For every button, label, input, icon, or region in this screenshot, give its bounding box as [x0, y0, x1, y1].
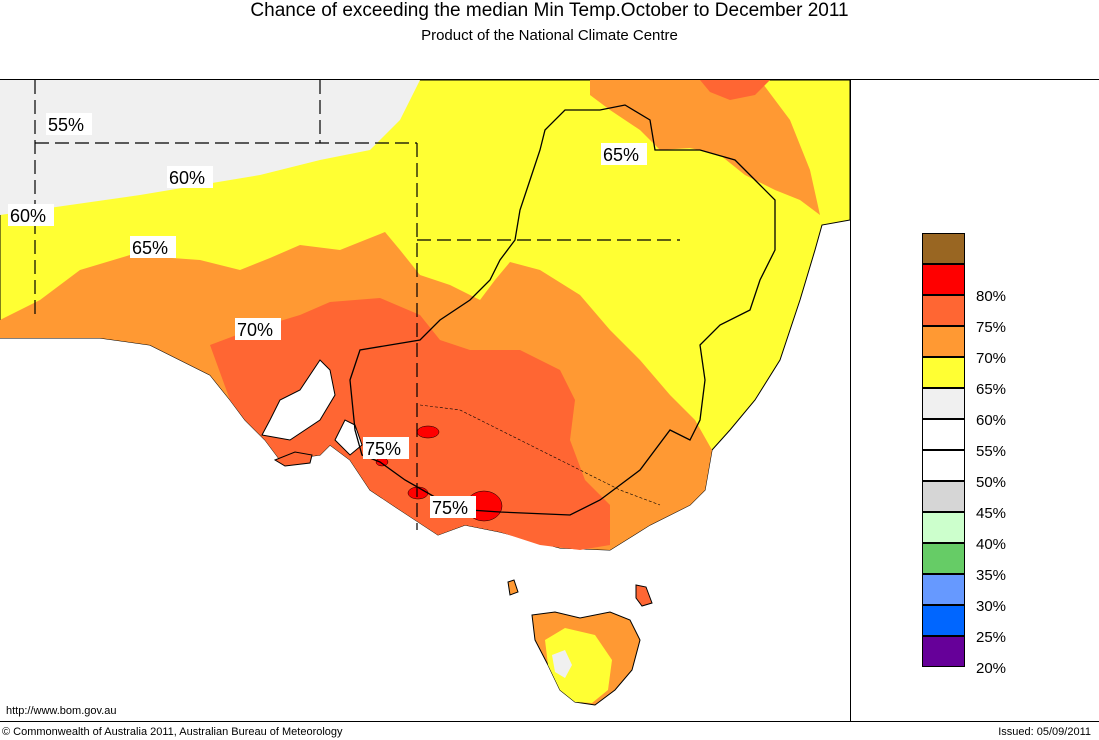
legend-label: 30% [976, 598, 1007, 615]
legend-swatch [922, 419, 965, 450]
svg-text:70%: 70% [237, 320, 273, 340]
copyright-notice: © Commonwealth of Australia 2011, Austra… [2, 726, 343, 738]
region-65-northeast [590, 80, 820, 215]
legend-label: 65% [976, 381, 1007, 398]
svg-text:65%: 65% [603, 145, 639, 165]
legend-swatch [922, 636, 965, 667]
legend-label: 35% [976, 567, 1007, 584]
tasmania-grey [552, 650, 572, 678]
legend-item: 40% [922, 512, 1072, 553]
kangaroo-island [273, 451, 313, 467]
tasmania-yellow [545, 628, 612, 703]
svg-text:75%: 75% [365, 439, 401, 459]
legend-item: 30% [922, 574, 1072, 615]
legend-label: 20% [976, 660, 1007, 677]
svg-text:60%: 60% [10, 206, 46, 226]
legend-label: 40% [976, 536, 1007, 553]
legend-label: 45% [976, 505, 1007, 522]
legend-swatch [922, 357, 965, 388]
svg-text:55%: 55% [48, 115, 84, 135]
contour-label-60a: 60% [167, 166, 213, 188]
legend-swatch [922, 512, 965, 543]
svg-text:65%: 65% [132, 238, 168, 258]
legend-item: 75% [922, 295, 1072, 336]
region-55 [0, 80, 420, 215]
legend-swatch [922, 481, 965, 512]
legend-label: 80% [976, 288, 1007, 305]
legend-item: 55% [922, 419, 1072, 460]
legend-label: 25% [976, 629, 1007, 646]
region-75-d [375, 457, 389, 467]
region-70 [210, 298, 610, 550]
issued-date: Issued: 05/09/2011 [998, 726, 1091, 738]
legend-label: 55% [976, 443, 1007, 460]
legend-item: 35% [922, 543, 1072, 584]
flinders-island [635, 584, 653, 607]
legend-label: 70% [976, 350, 1007, 367]
contour-label-60b: 60% [8, 204, 54, 226]
legend-item: 60% [922, 388, 1072, 429]
map-title: Chance of exceeding the median Min Temp.… [250, 0, 849, 21]
contour-label-70: 70% [235, 318, 281, 340]
legend-item: 50% [922, 450, 1072, 491]
svg-text:60%: 60% [169, 168, 205, 188]
legend-label: 75% [976, 319, 1007, 336]
contour-label-75b: 75% [430, 496, 476, 518]
legend-swatch [922, 233, 965, 264]
source-url: http://www.bom.gov.au [6, 705, 117, 717]
legend-item: 80% [922, 264, 1072, 305]
legend-item: 45% [922, 481, 1072, 522]
region-75-a [416, 425, 440, 439]
contour-label-55: 55% [46, 113, 92, 135]
legend-swatch [922, 450, 965, 481]
legend-item: 20% [922, 636, 1072, 677]
spencer-gulf [261, 359, 336, 441]
contour-label-75a: 75% [363, 437, 409, 459]
legend-swatch [922, 326, 965, 357]
legend-swatch [922, 388, 965, 419]
legend-swatch [922, 264, 965, 295]
contour-label-65b: 65% [601, 143, 647, 165]
basin-boundary [349, 104, 776, 516]
legend-item: 25% [922, 605, 1072, 646]
region-75-c [407, 486, 429, 500]
contour-label-65a: 65% [130, 236, 176, 258]
legend-label: 50% [976, 474, 1007, 491]
legend-item: 70% [922, 326, 1072, 367]
legend-item: 65% [922, 357, 1072, 398]
legend-label: 60% [976, 412, 1007, 429]
legend-swatch [922, 295, 965, 326]
legend-swatch [922, 543, 965, 574]
legend-divider [850, 80, 851, 721]
legend-item [922, 233, 1072, 264]
probability-map: 55% 60% 60% 65% 65% 70% 75% 75% [0, 80, 850, 706]
svg-text:75%: 75% [432, 498, 468, 518]
king-island [507, 579, 519, 596]
legend-swatch [922, 574, 965, 605]
river-line [419, 404, 661, 506]
region-70-northeast [700, 80, 770, 100]
map-subtitle: Product of the National Climate Centre [421, 27, 678, 44]
legend-swatch [922, 605, 965, 636]
